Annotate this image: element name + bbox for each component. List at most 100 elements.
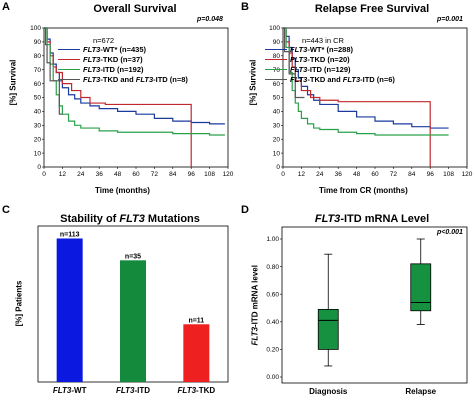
series-line xyxy=(283,27,431,167)
legend: FLT3-WT* (n=435) FLT3-TKD (n=37) FLT3-ITD … xyxy=(58,44,188,84)
x-tick-label: 0 xyxy=(281,171,285,178)
legend-swatch xyxy=(58,68,80,70)
legend-swatch xyxy=(265,48,287,50)
bar xyxy=(120,260,146,382)
legend-label: FLT3-ITD (n=192) xyxy=(83,64,144,74)
bar-chart: n=113 n=35 n=11 xyxy=(37,225,229,383)
x-tick-label: 84 xyxy=(169,171,177,178)
panel-b: B Relapse Free Survival 0 10 20 30 40 50 60 70 8… xyxy=(237,0,474,201)
y-tick-label: 10 xyxy=(34,150,42,157)
y-tick-label: 1.00 xyxy=(266,236,279,243)
x-tick-label: FLT3-WT xyxy=(52,386,87,395)
bar-value-label: n=35 xyxy=(125,253,141,260)
x-tick-label: Diagnosis xyxy=(309,387,348,396)
y-tick-label: 40 xyxy=(34,109,42,116)
x-tick-label: 96 xyxy=(427,171,435,178)
y-tick-label: 10 xyxy=(273,150,281,157)
bar-value-label: n=113 xyxy=(60,231,80,238)
y-tick-label: 100 xyxy=(30,25,41,32)
legend-swatch xyxy=(58,48,80,50)
legend-label: FLT3-ITD (n=129) xyxy=(290,64,351,74)
y-tick-label: 90 xyxy=(34,39,42,46)
y-tick-label: 80 xyxy=(34,53,42,60)
y-tick-label: 60 xyxy=(273,81,281,88)
panel-letter: B xyxy=(241,1,249,13)
p-value: p<0.001 xyxy=(437,229,463,236)
x-tick-label: 36 xyxy=(335,171,343,178)
y-tick-label: 90 xyxy=(273,39,281,46)
legend-label: FLT3-TKD and FLT3-ITD (n=6) xyxy=(290,74,395,84)
x-tick-label: 120 xyxy=(462,171,473,178)
y-tick-label: 0 xyxy=(37,164,41,171)
y-tick-label: 100 xyxy=(269,25,280,32)
y-tick-label: 60 xyxy=(34,81,42,88)
y-tick-label: 50 xyxy=(34,95,42,102)
series-line xyxy=(44,27,63,115)
legend-swatch xyxy=(265,68,287,70)
y-tick-label: 0.60 xyxy=(266,291,279,298)
legend-item: FLT3-TKD (n=37) xyxy=(58,54,188,64)
y-axis-label: [%] Survival xyxy=(8,59,18,106)
legend-label: FLT3-TKD (n=20) xyxy=(290,54,350,64)
x-tick-label: 24 xyxy=(77,171,85,178)
box xyxy=(317,308,339,350)
legend-item: FLT3-WT* (n=288) xyxy=(265,44,395,54)
x-tick-label: 24 xyxy=(316,171,324,178)
series-line xyxy=(283,27,449,136)
y-tick-label: 20 xyxy=(273,136,281,143)
km-chart-b: 0 10 20 30 40 50 60 70 80 90 100 0 12 24 36 48 60 72 84 96 1… xyxy=(269,25,473,178)
y-tick-label: 70 xyxy=(34,67,42,74)
plot-frame xyxy=(281,226,468,384)
y-tick-label: 80 xyxy=(273,53,281,60)
x-axis-label: Time (months) xyxy=(95,186,150,195)
box xyxy=(410,263,432,312)
series-line xyxy=(44,27,225,136)
y-tick-label: 30 xyxy=(34,123,42,130)
km-chart-a: 0 10 20 30 40 50 60 70 80 90 100 0 12 24 36 48 60 72 84 96 1… xyxy=(30,25,234,178)
x-tick-label: 48 xyxy=(353,171,361,178)
x-tick-label: 72 xyxy=(390,171,398,178)
legend-label: FLT3-WT* (n=435) xyxy=(83,44,146,54)
x-tick-label: 12 xyxy=(59,171,67,178)
chart-title: Overall Survival xyxy=(93,3,177,15)
y-tick-label: 0 xyxy=(276,164,280,171)
legend-item: FLT3-TKD and FLT3-ITD (n=8) xyxy=(58,74,188,84)
chart-title: Stability of FLT3 Mutations xyxy=(60,213,200,225)
legend-item: FLT3-WT* (n=435) xyxy=(58,44,188,54)
y-tick-label: 50 xyxy=(273,95,281,102)
y-tick-label: 20 xyxy=(34,136,42,143)
n-total: n=672 xyxy=(93,36,115,45)
x-tick-label: 120 xyxy=(223,171,234,178)
y-tick-label: 40 xyxy=(273,109,281,116)
p-value: p=0.048 xyxy=(197,16,223,23)
y-tick-label: 0.40 xyxy=(266,319,279,326)
y-axis-label: [%] Survival xyxy=(248,59,258,106)
y-tick-label: 0.20 xyxy=(266,347,279,354)
legend-item: FLT3-ITD (n=192) xyxy=(58,64,188,74)
y-axis-label: FLT3-ITD mRNA level xyxy=(250,265,260,346)
legend-item: FLT3-TKD and FLT3-ITD (n=6) xyxy=(265,74,395,84)
y-tick-label: 30 xyxy=(273,123,281,130)
x-tick-label: 84 xyxy=(408,171,416,178)
panel-letter: A xyxy=(2,1,10,13)
x-tick-label: 36 xyxy=(96,171,104,178)
x-tick-label: 96 xyxy=(188,171,196,178)
x-tick-label: FLT3-TKD xyxy=(177,386,216,395)
box-plot: 0.00 0.20 0.40 0.60 0.80 1.00 xyxy=(266,226,468,384)
x-axis-label: Time from CR (months) xyxy=(319,186,408,195)
y-axis-label: [%] Patients xyxy=(14,280,24,327)
x-tick-label: 60 xyxy=(132,171,140,178)
chart-title: Relapse Free Survival xyxy=(314,3,430,15)
legend-swatch xyxy=(58,78,80,80)
series-line xyxy=(283,27,305,99)
panel-letter: D xyxy=(241,204,249,216)
x-tick-label: 60 xyxy=(371,171,379,178)
legend-swatch xyxy=(58,58,80,60)
p-value: p=0.001 xyxy=(437,16,463,23)
bar xyxy=(183,324,210,382)
x-tick-label: 108 xyxy=(443,171,454,178)
x-tick-label: 48 xyxy=(114,171,122,178)
y-tick-label: 70 xyxy=(273,67,281,74)
x-tick-label: 0 xyxy=(42,171,46,178)
x-tick-label: 72 xyxy=(151,171,159,178)
